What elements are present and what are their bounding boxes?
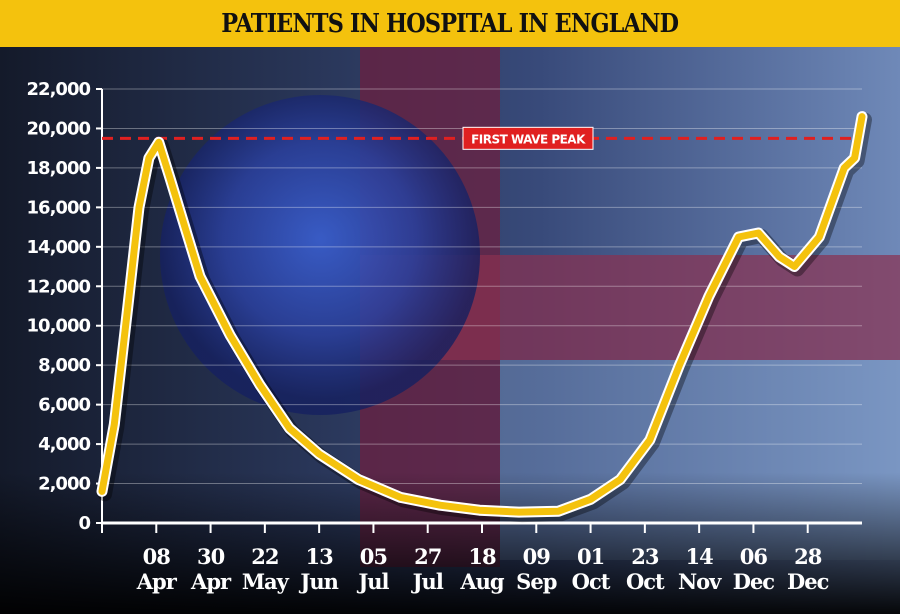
data-point <box>860 115 864 119</box>
data-point <box>707 294 711 298</box>
x-tick-label-month: Dec <box>787 569 829 594</box>
data-point <box>147 156 151 160</box>
x-tick-label-month: May <box>242 569 290 594</box>
x-tick-label-day: 05 <box>360 544 388 569</box>
y-tick-label: 8,000 <box>38 355 90 376</box>
first-wave-peak-label: FIRST WAVE PEAK <box>471 132 586 146</box>
x-tick-label-day: 09 <box>523 544 551 569</box>
data-point <box>168 176 172 180</box>
data-point <box>677 363 681 367</box>
data-point <box>618 478 622 482</box>
data-point <box>399 495 403 499</box>
chart-title: PATIENTS IN HOSPITAL IN ENGLAND <box>221 8 680 39</box>
y-tick-label: 22,000 <box>27 79 91 100</box>
y-tick-label: 16,000 <box>27 197 91 218</box>
y-tick-label: 14,000 <box>27 237 91 258</box>
data-point <box>556 509 560 513</box>
x-tick-label-day: 28 <box>794 544 822 569</box>
data-point <box>737 235 741 239</box>
y-tick-label: 2,000 <box>38 474 90 495</box>
data-point <box>100 489 104 493</box>
x-tick-label-day: 01 <box>577 544 604 569</box>
x-tick-label-month: Oct <box>626 569 665 594</box>
x-tick-label-month: Apr <box>136 569 178 594</box>
data-point <box>517 510 521 514</box>
data-point <box>853 156 857 160</box>
x-tick-label-month: Dec <box>733 569 775 594</box>
data-point <box>258 383 262 387</box>
x-tick-label-day: 30 <box>197 544 225 569</box>
data-point <box>438 503 442 507</box>
x-tick-label-day: 22 <box>251 544 278 569</box>
x-tick-label-month: Aug <box>459 569 505 594</box>
data-point <box>198 274 202 278</box>
data-point <box>228 334 232 338</box>
y-tick-label: 0 <box>78 513 90 534</box>
data-point <box>842 166 846 170</box>
series-line <box>98 113 866 516</box>
data-point <box>317 452 321 456</box>
y-tick-label: 18,000 <box>27 158 91 179</box>
y-tick-label: 12,000 <box>27 276 91 297</box>
data-point <box>126 304 130 308</box>
first-wave-peak-label-box <box>462 126 594 150</box>
data-point <box>137 205 141 209</box>
data-point <box>589 497 593 501</box>
data-point <box>157 140 161 144</box>
data-point <box>112 422 116 426</box>
x-tick-label-day: 08 <box>143 544 171 569</box>
x-tick-label-day: 27 <box>414 544 441 569</box>
y-tick-label: 4,000 <box>38 434 90 455</box>
data-point <box>648 438 652 442</box>
x-tick-label-month: Jun <box>298 569 338 594</box>
x-tick-label-day: 23 <box>631 544 659 569</box>
data-point <box>478 508 482 512</box>
y-tick-label: 10,000 <box>27 316 91 337</box>
y-tick-label: 20,000 <box>27 118 91 139</box>
x-tick-label-month: Jul <box>411 569 444 594</box>
data-point <box>357 478 361 482</box>
x-tick-label-day: 18 <box>468 544 496 569</box>
x-tick-label-month: Apr <box>190 569 232 594</box>
x-tick-label-month: Sep <box>516 569 557 594</box>
data-point <box>756 231 760 235</box>
x-tick-label-month: Oct <box>572 569 611 594</box>
y-tick-label: 6,000 <box>38 395 90 416</box>
data-point <box>288 426 292 430</box>
title-bar: PATIENTS IN HOSPITAL IN ENGLAND <box>0 0 900 47</box>
data-point <box>183 225 187 229</box>
x-tick-label-day: 14 <box>686 544 714 569</box>
x-tick-label-month: Jul <box>356 569 389 594</box>
data-point <box>792 265 796 269</box>
x-tick-label-day: 06 <box>740 544 768 569</box>
x-tick-label-month: Nov <box>678 569 722 594</box>
x-tick-label-day: 13 <box>306 544 334 569</box>
data-point <box>777 255 781 259</box>
data-point <box>817 235 821 239</box>
